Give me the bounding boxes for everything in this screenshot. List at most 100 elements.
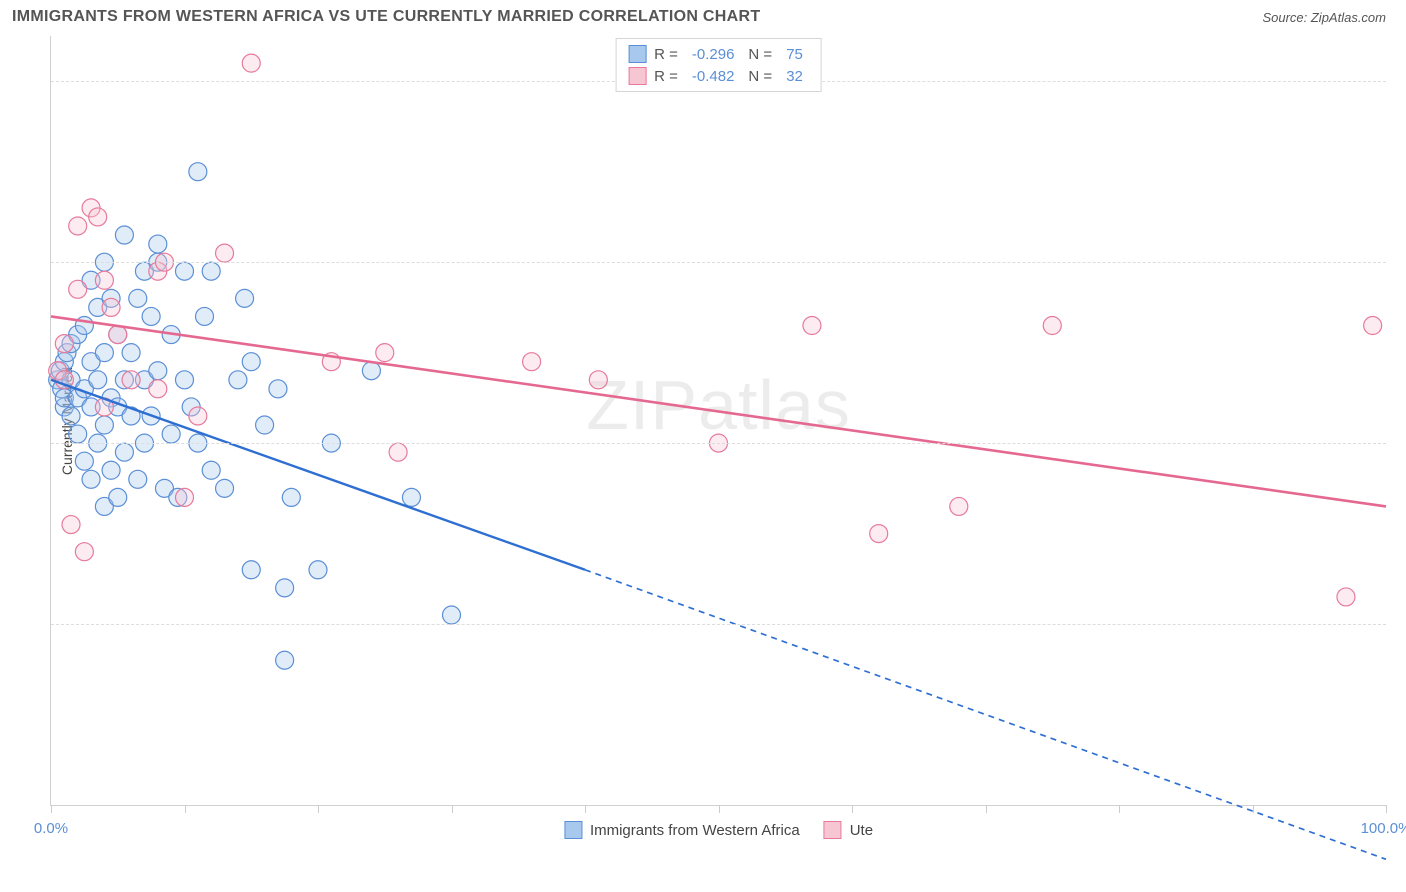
data-point <box>1043 317 1061 335</box>
series-legend: Immigrants from Western Africa Ute <box>564 821 873 839</box>
data-point <box>109 326 127 344</box>
trend-line <box>51 316 1386 506</box>
data-point <box>62 407 80 425</box>
legend-item-series1: Immigrants from Western Africa <box>564 821 800 839</box>
y-tick-label: 20.0% <box>1394 616 1406 633</box>
gridline <box>51 624 1386 625</box>
data-point <box>242 353 260 371</box>
x-tick-label: 0.0% <box>34 820 68 837</box>
data-point <box>229 371 247 389</box>
data-point <box>62 516 80 534</box>
y-tick-label: 40.0% <box>1394 435 1406 452</box>
source-attribution: Source: ZipAtlas.com <box>1262 10 1386 25</box>
data-point <box>276 651 294 669</box>
data-point <box>402 488 420 506</box>
swatch-series2 <box>628 67 646 85</box>
data-point <box>115 443 133 461</box>
n-label: N = <box>748 68 772 85</box>
data-point <box>189 163 207 181</box>
data-point <box>149 235 167 253</box>
x-tick <box>185 805 186 813</box>
data-point <box>102 298 120 316</box>
correlation-legend: R = -0.296 N = 75 R = -0.482 N = 32 <box>615 38 822 92</box>
x-tick <box>585 805 586 813</box>
data-point <box>202 262 220 280</box>
data-point <box>149 362 167 380</box>
source-prefix: Source: <box>1262 10 1310 25</box>
trend-line-extrapolated <box>585 570 1386 860</box>
data-point <box>129 470 147 488</box>
x-tick-label: 100.0% <box>1361 820 1406 837</box>
y-tick-label: 80.0% <box>1394 73 1406 90</box>
n-value-series2: 32 <box>786 68 803 85</box>
data-point <box>122 344 140 362</box>
source-name: ZipAtlas.com <box>1311 10 1386 25</box>
data-point <box>69 280 87 298</box>
r-label: R = <box>654 46 678 63</box>
x-tick <box>318 805 319 813</box>
data-point <box>142 307 160 325</box>
x-tick <box>452 805 453 813</box>
data-point <box>149 380 167 398</box>
data-point <box>216 479 234 497</box>
data-point <box>236 289 254 307</box>
x-tick <box>51 805 52 813</box>
x-tick <box>719 805 720 813</box>
data-point <box>189 407 207 425</box>
data-point <box>95 344 113 362</box>
data-point <box>196 307 214 325</box>
data-point <box>115 226 133 244</box>
data-point <box>242 561 260 579</box>
data-point <box>69 425 87 443</box>
data-point <box>122 371 140 389</box>
r-value-series1: -0.296 <box>692 46 735 63</box>
x-tick <box>1253 805 1254 813</box>
swatch-series1 <box>564 821 582 839</box>
x-tick <box>1386 805 1387 813</box>
data-point <box>89 208 107 226</box>
data-point <box>870 525 888 543</box>
chart-header: IMMIGRANTS FROM WESTERN AFRICA VS UTE CU… <box>0 0 1406 30</box>
x-tick <box>852 805 853 813</box>
data-point <box>1337 588 1355 606</box>
data-point <box>389 443 407 461</box>
data-point <box>282 488 300 506</box>
gridline <box>51 262 1386 263</box>
data-point <box>95 271 113 289</box>
x-tick <box>1119 805 1120 813</box>
data-point <box>202 461 220 479</box>
swatch-series2 <box>824 821 842 839</box>
data-point <box>162 425 180 443</box>
data-point <box>55 335 73 353</box>
data-point <box>82 470 100 488</box>
data-point <box>176 262 194 280</box>
data-point <box>589 371 607 389</box>
data-point <box>309 561 327 579</box>
swatch-series1 <box>628 45 646 63</box>
data-point <box>129 289 147 307</box>
data-point <box>75 452 93 470</box>
chart-title: IMMIGRANTS FROM WESTERN AFRICA VS UTE CU… <box>12 8 760 26</box>
gridline <box>51 443 1386 444</box>
data-point <box>803 317 821 335</box>
data-point <box>75 543 93 561</box>
r-value-series2: -0.482 <box>692 68 735 85</box>
n-value-series1: 75 <box>786 46 803 63</box>
data-point <box>443 606 461 624</box>
scatter-chart: Currently Married ZIPatlas R = -0.296 N … <box>50 36 1386 806</box>
r-label: R = <box>654 68 678 85</box>
data-point <box>89 371 107 389</box>
data-point <box>269 380 287 398</box>
n-label: N = <box>748 46 772 63</box>
x-tick <box>986 805 987 813</box>
data-point <box>1364 317 1382 335</box>
data-point <box>102 461 120 479</box>
y-tick-label: 60.0% <box>1394 254 1406 271</box>
data-point <box>176 371 194 389</box>
data-point <box>950 497 968 515</box>
data-point <box>376 344 394 362</box>
data-point <box>362 362 380 380</box>
data-point <box>69 217 87 235</box>
legend-row-series2: R = -0.482 N = 32 <box>628 65 809 87</box>
legend-item-series2: Ute <box>824 821 873 839</box>
